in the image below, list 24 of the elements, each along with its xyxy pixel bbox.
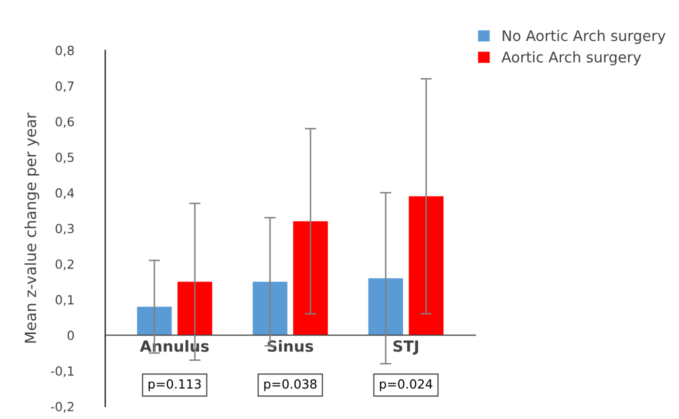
y-tick-label: 0,4 — [56, 188, 74, 199]
bar — [368, 278, 404, 336]
y-tick-label: -0,2 — [50, 402, 74, 413]
y-tick-label: 0,3 — [56, 224, 74, 235]
bar — [408, 196, 444, 336]
legend-label: Aortic Arch surgery — [501, 51, 641, 66]
y-tick-label: 0,1 — [56, 295, 74, 306]
legend-label: No Aortic Arch surgery — [502, 30, 666, 44]
bar — [293, 221, 328, 336]
y-tick-label: -0,1 — [50, 366, 74, 378]
y-tick-label: 0,7 — [56, 81, 74, 92]
y-tick-label: 0,8 — [56, 46, 74, 56]
bar — [137, 306, 172, 336]
y-tick-label: 0,5 — [56, 152, 74, 164]
annotation: p=0.038 — [264, 379, 317, 392]
y-axis-title: Mean z-value change per year — [24, 112, 40, 343]
bar — [178, 282, 212, 336]
x-tick-label: STJ — [393, 340, 418, 355]
y-tick-label: 0,6 — [56, 116, 74, 128]
y-tick-label: 0,2 — [56, 259, 74, 270]
bar — [252, 282, 288, 336]
annotation: p=0.113 — [148, 379, 201, 392]
annotation: p=0.024 — [380, 379, 432, 392]
y-tick-label: 0 — [68, 330, 74, 340]
